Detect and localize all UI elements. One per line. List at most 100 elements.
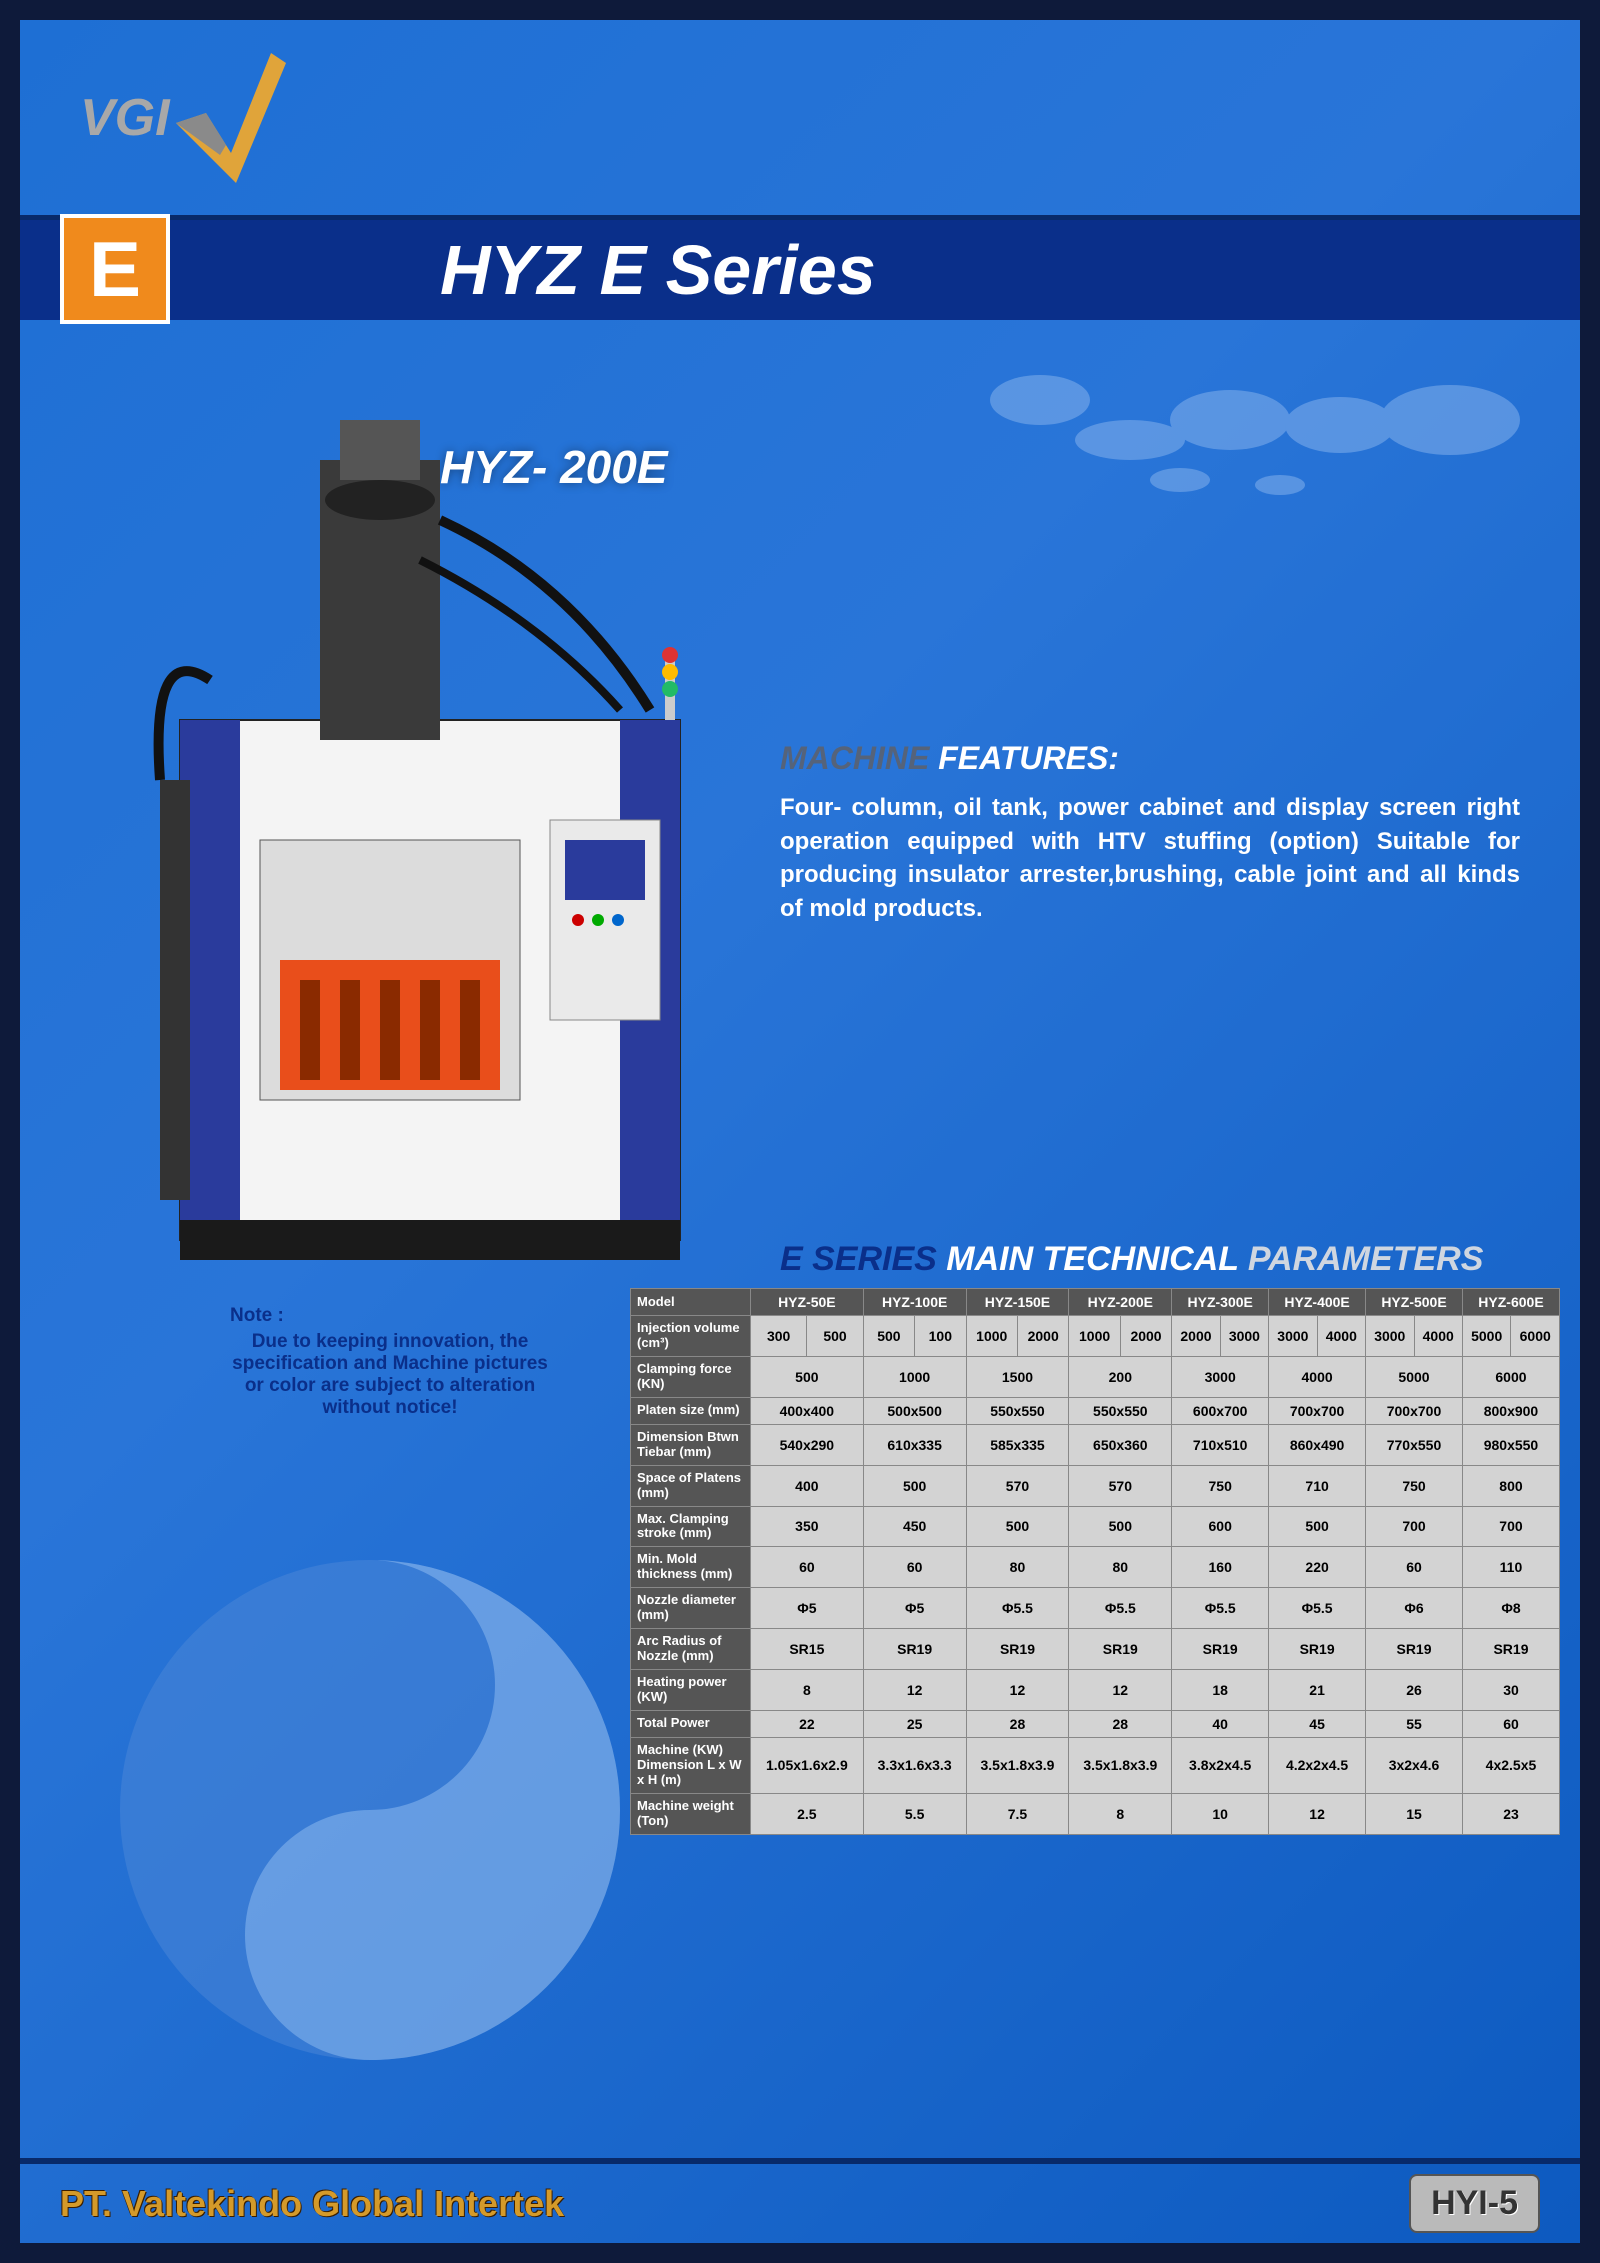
cell: 4000 — [1317, 1316, 1365, 1357]
cell: 12 — [1069, 1670, 1172, 1711]
cell: 500 — [966, 1506, 1069, 1547]
cell: 4000 — [1269, 1356, 1366, 1397]
cell: 110 — [1462, 1547, 1559, 1588]
cell: 3000 — [1220, 1316, 1268, 1357]
cell: Φ5.5 — [1069, 1588, 1172, 1629]
cell: SR19 — [863, 1629, 966, 1670]
row-label: Max. Clamping stroke (mm) — [631, 1506, 751, 1547]
table-row: Injection volume (cm³)300500500100100020… — [631, 1316, 1560, 1357]
cell: 60 — [863, 1547, 966, 1588]
cell: 1500 — [966, 1356, 1069, 1397]
cell: 3x2x4.6 — [1366, 1737, 1463, 1793]
cell: 4x2.5x5 — [1462, 1737, 1559, 1793]
cell: 500 — [1069, 1506, 1172, 1547]
cell: 25 — [863, 1710, 966, 1737]
cell: 750 — [1366, 1465, 1463, 1506]
cell: 500 — [1269, 1506, 1366, 1547]
cell: 100 — [915, 1316, 966, 1357]
cell: 400x400 — [751, 1397, 864, 1424]
yinyang-icon — [110, 1550, 630, 2070]
cell: 540x290 — [751, 1424, 864, 1465]
cell: Φ6 — [1366, 1588, 1463, 1629]
cell: 22 — [751, 1710, 864, 1737]
cell: 3.8x2x4.5 — [1172, 1737, 1269, 1793]
table-row: Platen size (mm)400x400500x500550x550550… — [631, 1397, 1560, 1424]
cell: 60 — [1366, 1547, 1463, 1588]
page-number: HYI-5 — [1409, 2174, 1540, 2233]
cell: Φ5.5 — [1269, 1588, 1366, 1629]
cell: 570 — [966, 1465, 1069, 1506]
cell: 3.3x1.6x3.3 — [863, 1737, 966, 1793]
cell: 610x335 — [863, 1424, 966, 1465]
row-label: Dimension Btwn Tiebar (mm) — [631, 1424, 751, 1465]
cell: 5.5 — [863, 1793, 966, 1834]
note-block: Note : Due to keeping innovation, the sp… — [230, 1305, 550, 1419]
cell: 12 — [966, 1670, 1069, 1711]
cell: 28 — [1069, 1710, 1172, 1737]
table-row: Machine weight (Ton)2.55.57.5810121523 — [631, 1793, 1560, 1834]
cell: 8 — [751, 1670, 864, 1711]
checkmark-icon — [176, 53, 286, 183]
row-label: Arc Radius of Nozzle (mm) — [631, 1629, 751, 1670]
company-logo: VGI — [80, 53, 286, 183]
table-row: Space of Platens (mm)4005005705707507107… — [631, 1465, 1560, 1506]
cell: 500x500 — [863, 1397, 966, 1424]
cell: 160 — [1172, 1547, 1269, 1588]
cell: 700x700 — [1269, 1397, 1366, 1424]
params-heading-1: E SERIES — [780, 1240, 937, 1278]
cell: 15 — [1366, 1793, 1463, 1834]
cell: SR15 — [751, 1629, 864, 1670]
col-header: HYZ-600E — [1462, 1289, 1559, 1316]
cell: Φ5.5 — [1172, 1588, 1269, 1629]
cell: 3000 — [1366, 1316, 1414, 1357]
cell: 750 — [1172, 1465, 1269, 1506]
cell: 12 — [1269, 1793, 1366, 1834]
col-header: HYZ-200E — [1069, 1289, 1172, 1316]
cell: 1000 — [1069, 1316, 1120, 1357]
cell: 2000 — [1172, 1316, 1220, 1357]
cell: 28 — [966, 1710, 1069, 1737]
features-heading-gray: MACHINE — [780, 740, 929, 776]
cell: 1.05x1.6x2.9 — [751, 1737, 864, 1793]
cell: 26 — [1366, 1670, 1463, 1711]
cell: Φ5.5 — [966, 1588, 1069, 1629]
row-label: Injection volume (cm³) — [631, 1316, 751, 1357]
cell: 700 — [1462, 1506, 1559, 1547]
row-label: Machine (KW) Dimension L x W x H (m) — [631, 1737, 751, 1793]
cell: 700 — [1366, 1506, 1463, 1547]
row-label: Min. Mold thickness (mm) — [631, 1547, 751, 1588]
cell: 600 — [1172, 1506, 1269, 1547]
features-text: Four- column, oil tank, power cabinet an… — [780, 791, 1520, 925]
cell: 585x335 — [966, 1424, 1069, 1465]
cell: SR19 — [1172, 1629, 1269, 1670]
cell: 80 — [966, 1547, 1069, 1588]
note-head: Note : — [230, 1305, 550, 1327]
cell: 300 — [751, 1316, 807, 1357]
cell: 5000 — [1462, 1316, 1510, 1357]
cell: 2000 — [1017, 1316, 1068, 1357]
logo-text: VGI — [80, 88, 170, 148]
cell: 700x700 — [1366, 1397, 1463, 1424]
company-name: PT. Valtekindo Global Intertek — [60, 2183, 564, 2225]
table-row: Clamping force (KN)500100015002003000400… — [631, 1356, 1560, 1397]
cell: 400 — [751, 1465, 864, 1506]
cell: 55 — [1366, 1710, 1463, 1737]
row-label: Nozzle diameter (mm) — [631, 1588, 751, 1629]
table-row: Nozzle diameter (mm)Φ5Φ5Φ5.5Φ5.5Φ5.5Φ5.5… — [631, 1588, 1560, 1629]
cell: 710x510 — [1172, 1424, 1269, 1465]
cell: 550x550 — [966, 1397, 1069, 1424]
cell: 500 — [751, 1356, 864, 1397]
cell: 500 — [863, 1316, 914, 1357]
cell: 800x900 — [1462, 1397, 1559, 1424]
cell: 40 — [1172, 1710, 1269, 1737]
cell: SR19 — [1069, 1629, 1172, 1670]
table-row: Machine (KW) Dimension L x W x H (m)1.05… — [631, 1737, 1560, 1793]
cell: 200 — [1069, 1356, 1172, 1397]
cell: 80 — [1069, 1547, 1172, 1588]
cell: 500 — [807, 1316, 863, 1357]
indonesia-map-icon — [980, 330, 1540, 530]
cell: SR19 — [1462, 1629, 1559, 1670]
params-table: ModelHYZ-50EHYZ-100EHYZ-150EHYZ-200EHYZ-… — [630, 1288, 1560, 1835]
cell: Φ8 — [1462, 1588, 1559, 1629]
cell: 220 — [1269, 1547, 1366, 1588]
